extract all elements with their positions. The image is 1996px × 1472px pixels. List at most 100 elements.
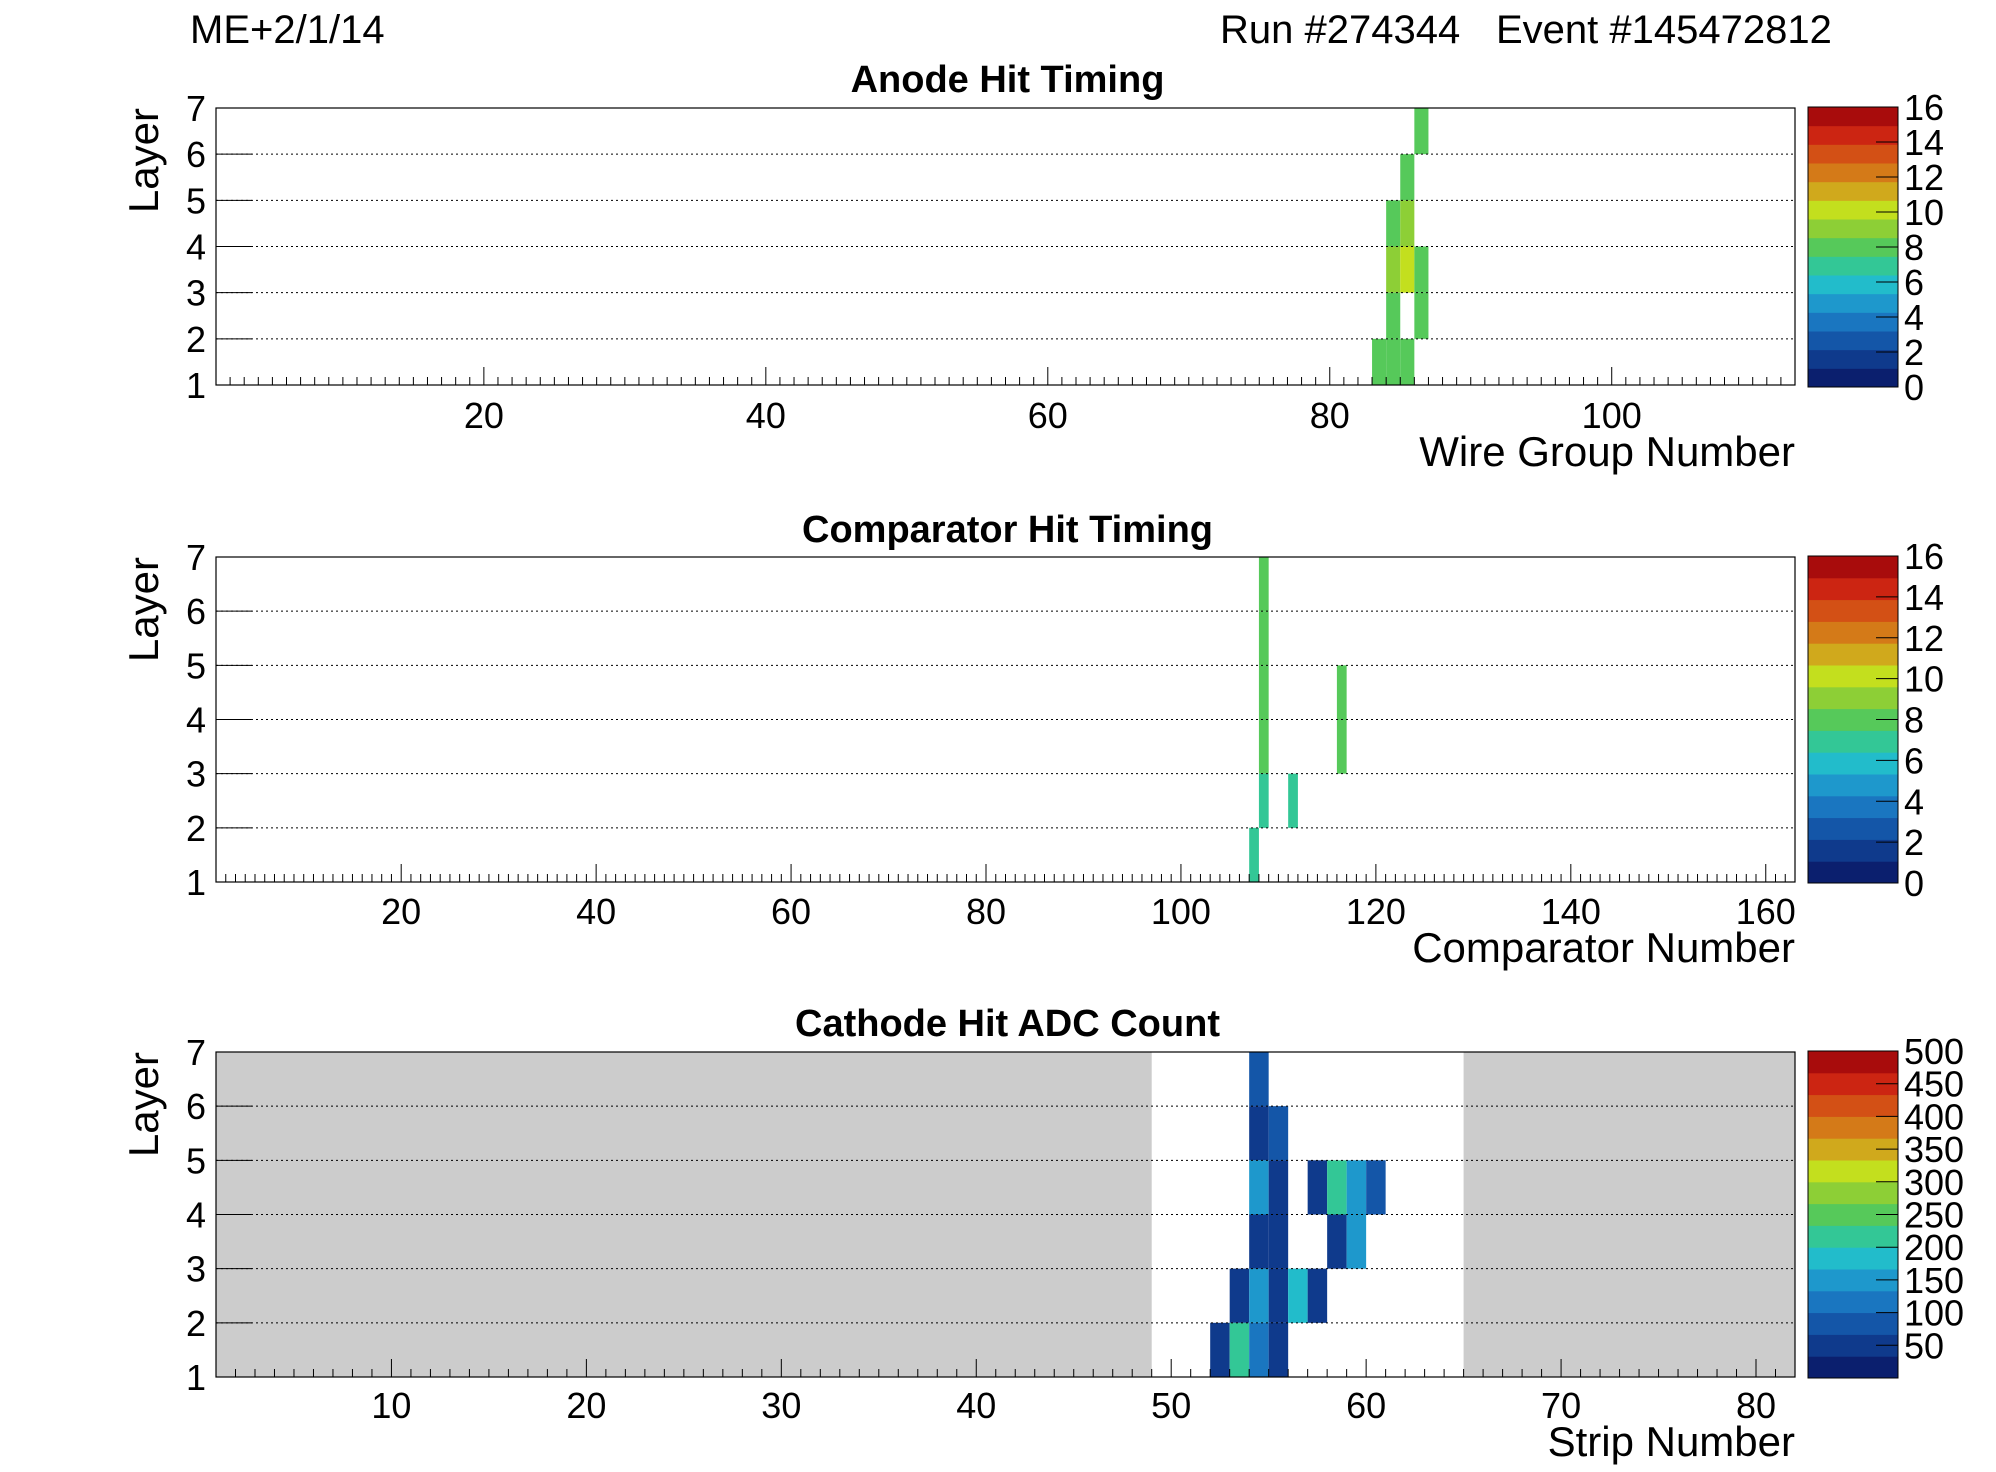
anode-color-scale-segment (1808, 293, 1898, 313)
anode-y-tick-label: 1 (186, 365, 206, 406)
cathode-x-axis-label: Strip Number (1548, 1418, 1795, 1465)
cathode-x-tick-label: 50 (1151, 1385, 1191, 1426)
comparator-y-tick-label: 6 (186, 591, 206, 632)
comparator-color-scale-segment (1808, 708, 1898, 731)
cathode-color-scale-segment (1808, 1269, 1898, 1292)
comparator-y-tick-label: 2 (186, 808, 206, 849)
anode-y-tick-label: 5 (186, 180, 206, 221)
comparator-cell (1258, 611, 1269, 666)
anode-color-scale-segment (1808, 219, 1898, 239)
anode-color-scale-segment (1808, 331, 1898, 351)
anode-x-tick-label: 20 (464, 395, 504, 436)
anode-color-scale-label: 2 (1904, 332, 1924, 373)
comparator-cell (1258, 665, 1269, 720)
cathode-x-tick-label: 60 (1346, 1385, 1386, 1426)
cathode-color-scale-label: 350 (1904, 1129, 1964, 1170)
comparator-y-tick-label: 3 (186, 754, 206, 795)
cathode-cell (1210, 1322, 1230, 1377)
cathode-color-scale-label: 200 (1904, 1227, 1964, 1268)
comparator-cell (1258, 773, 1269, 828)
comparator-cell (1249, 827, 1259, 882)
anode-cell (1414, 292, 1429, 339)
cathode-x-tick-label: 10 (371, 1385, 411, 1426)
anode-cell (1400, 246, 1415, 293)
cathode-cell (1249, 1052, 1269, 1107)
anode-cell (1386, 292, 1401, 339)
chamber-label: ME+2/1/14 (190, 8, 385, 52)
comparator-color-scale-segment (1808, 665, 1898, 688)
cathode-color-scale-segment (1808, 1247, 1898, 1270)
comparator-color-scale-segment (1808, 730, 1898, 753)
cathode-y-tick-label: 2 (186, 1303, 206, 1344)
cathode-color-scale-segment (1808, 1138, 1898, 1161)
cathode-color-scale-label: 150 (1904, 1260, 1964, 1301)
anode-color-scale-label: 4 (1904, 297, 1924, 338)
anode-x-tick-label: 100 (1582, 395, 1642, 436)
anode-x-tick-label: 80 (1310, 395, 1350, 436)
comparator-color-scale-segment (1808, 861, 1898, 884)
comparator-title: Comparator Hit Timing (802, 509, 1213, 551)
anode-cell (1386, 338, 1401, 385)
cathode-x-tick-label: 30 (761, 1385, 801, 1426)
comparator-cell (1336, 665, 1347, 720)
cathode-color-scale-label: 250 (1904, 1195, 1964, 1236)
cathode-cell (1268, 1322, 1289, 1377)
anode-color-scale-label: 8 (1904, 227, 1924, 268)
cathode-x-tick-label: 20 (566, 1385, 606, 1426)
comparator-y-tick-label: 5 (186, 645, 206, 686)
cathode-cell (1249, 1268, 1269, 1323)
cathode-cell (1229, 1322, 1250, 1377)
comparator-x-tick-label: 60 (771, 891, 811, 932)
cathode-cell (1366, 1160, 1386, 1215)
anode-color-scale-segment (1808, 349, 1898, 369)
comparator-color-scale-label: 12 (1904, 618, 1944, 659)
cathode-color-scale-segment (1808, 1160, 1898, 1183)
anode-cell (1400, 154, 1415, 201)
comparator-color-scale-segment (1808, 839, 1898, 862)
comparator-color-scale-label: 4 (1904, 781, 1924, 822)
anode-cell (1400, 200, 1415, 247)
cathode-x-tick-label: 70 (1541, 1385, 1581, 1426)
comparator-color-scale-segment (1808, 774, 1898, 797)
cathode-cell (1307, 1160, 1328, 1215)
anode-y-tick-label: 2 (186, 319, 206, 360)
anode-color-scale-segment (1808, 237, 1898, 257)
anode-color-scale-segment (1808, 125, 1898, 145)
comparator-x-tick-label: 20 (381, 891, 421, 932)
cathode-color-scale-label: 450 (1904, 1064, 1964, 1105)
cathode-color-scale-segment (1808, 1181, 1898, 1205)
comparator-color-scale-label: 8 (1904, 700, 1924, 741)
anode-color-scale-segment (1808, 107, 1898, 127)
anode-y-tick-label: 4 (186, 227, 206, 268)
anode-color-scale-label: 14 (1904, 122, 1944, 163)
cathode-color-scale-label: 500 (1904, 1031, 1964, 1072)
cathode-color-scale-segment (1808, 1072, 1898, 1096)
anode-color-scale-segment (1808, 275, 1898, 295)
cathode-cell (1268, 1268, 1289, 1323)
anode-x-tick-label: 60 (1028, 395, 1068, 436)
comparator-x-tick-label: 100 (1151, 891, 1211, 932)
cathode-y-tick-label: 6 (186, 1086, 206, 1127)
anode-color-scale-label: 6 (1904, 262, 1924, 303)
comparator-color-scale-segment (1808, 599, 1898, 622)
cathode-color-scale-label: 50 (1904, 1325, 1944, 1366)
cathode-y-tick-label: 5 (186, 1140, 206, 1181)
anode-color-scale-segment (1808, 200, 1898, 220)
cathode-y-axis-label: Layer (120, 1052, 167, 1157)
anode-cell (1386, 200, 1401, 247)
comparator-y-tick-label: 4 (186, 700, 206, 741)
comparator-x-tick-label: 140 (1541, 891, 1601, 932)
anode-color-scale-segment (1808, 181, 1898, 201)
cathode-cell (1327, 1160, 1347, 1215)
cathode-color-scale-segment (1808, 1094, 1898, 1117)
anode-y-tick-label: 3 (186, 273, 206, 314)
cathode-color-scale-segment (1808, 1051, 1898, 1074)
anode-y-axis-label: Layer (120, 108, 167, 213)
comparator-color-scale-segment (1808, 577, 1898, 601)
comparator-cell (1258, 719, 1269, 774)
anode-color-scale-segment (1808, 368, 1898, 388)
cathode-cell (1307, 1268, 1328, 1323)
comparator-cell (1336, 719, 1347, 774)
